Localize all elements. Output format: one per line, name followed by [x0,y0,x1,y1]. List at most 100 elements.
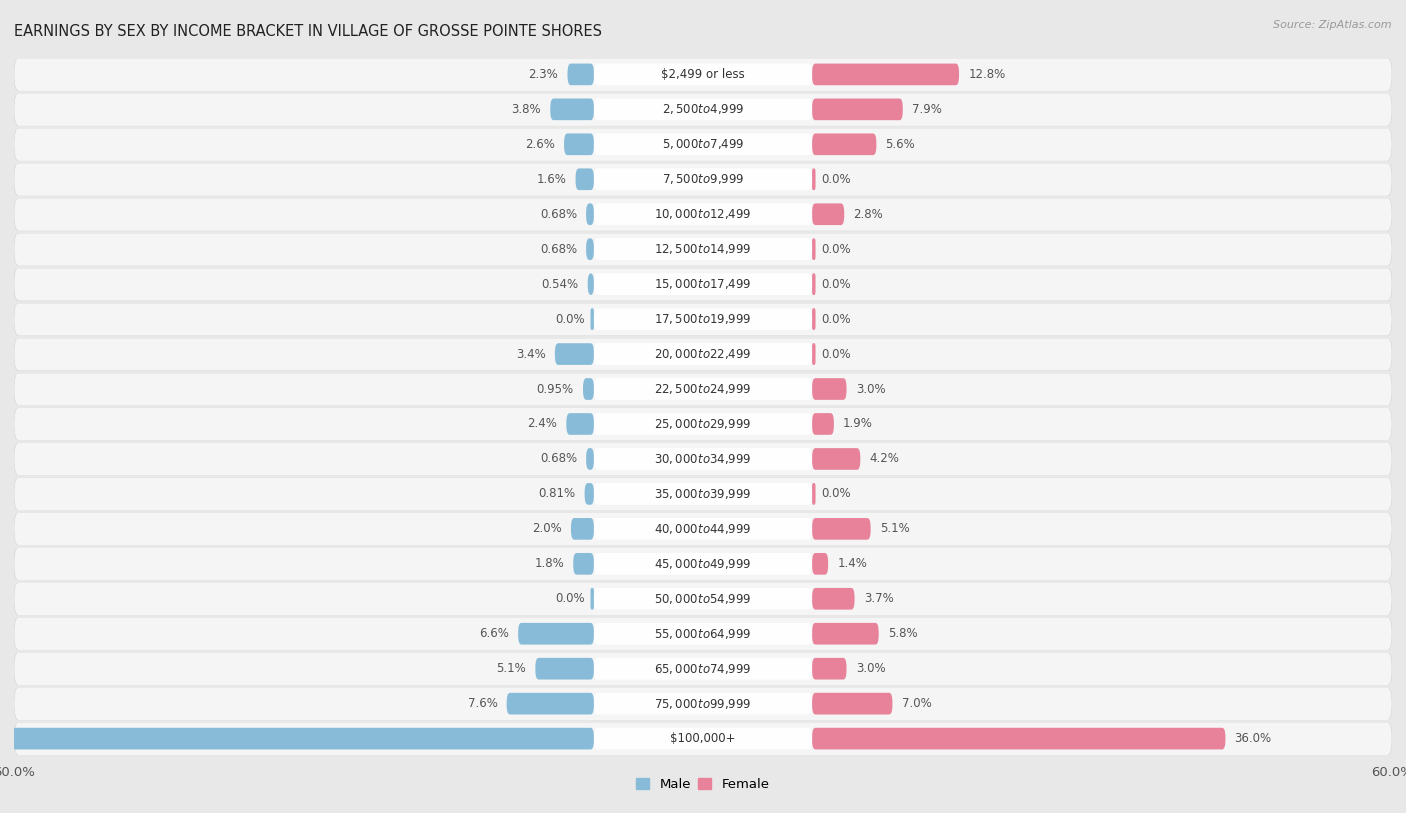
Text: 2.4%: 2.4% [527,418,557,430]
Text: 6.6%: 6.6% [479,628,509,640]
FancyBboxPatch shape [593,378,813,400]
FancyBboxPatch shape [593,483,813,505]
Text: 0.0%: 0.0% [821,313,851,325]
FancyBboxPatch shape [593,518,813,540]
Text: 0.81%: 0.81% [538,488,575,500]
Text: $75,000 to $99,999: $75,000 to $99,999 [654,697,752,711]
FancyBboxPatch shape [593,343,813,365]
FancyBboxPatch shape [813,98,903,120]
Text: $10,000 to $12,499: $10,000 to $12,499 [654,207,752,221]
Text: 1.9%: 1.9% [844,418,873,430]
Text: $22,500 to $24,999: $22,500 to $24,999 [654,382,752,396]
FancyBboxPatch shape [588,273,593,295]
Text: $35,000 to $39,999: $35,000 to $39,999 [654,487,752,501]
FancyBboxPatch shape [813,308,815,330]
FancyBboxPatch shape [813,518,870,540]
Text: $2,500 to $4,999: $2,500 to $4,999 [662,102,744,116]
Text: 0.0%: 0.0% [821,173,851,185]
Text: 7.6%: 7.6% [468,698,498,710]
Text: 7.0%: 7.0% [901,698,931,710]
Text: $45,000 to $49,999: $45,000 to $49,999 [654,557,752,571]
FancyBboxPatch shape [14,687,1392,720]
FancyBboxPatch shape [14,442,1392,476]
Text: 0.0%: 0.0% [555,593,585,605]
FancyBboxPatch shape [14,198,1392,231]
FancyBboxPatch shape [593,588,813,610]
FancyBboxPatch shape [593,658,813,680]
FancyBboxPatch shape [813,63,959,85]
Text: $100,000+: $100,000+ [671,733,735,745]
FancyBboxPatch shape [593,623,813,645]
FancyBboxPatch shape [813,378,846,400]
Text: 5.8%: 5.8% [887,628,918,640]
FancyBboxPatch shape [585,483,593,505]
Text: $40,000 to $44,999: $40,000 to $44,999 [654,522,752,536]
FancyBboxPatch shape [593,448,813,470]
FancyBboxPatch shape [813,273,815,295]
FancyBboxPatch shape [14,547,1392,580]
Text: 0.68%: 0.68% [540,453,576,465]
Text: $65,000 to $74,999: $65,000 to $74,999 [654,662,752,676]
FancyBboxPatch shape [550,98,593,120]
FancyBboxPatch shape [813,658,846,680]
FancyBboxPatch shape [593,203,813,225]
Text: 3.4%: 3.4% [516,348,546,360]
FancyBboxPatch shape [555,343,593,365]
Text: 0.68%: 0.68% [540,243,576,255]
FancyBboxPatch shape [574,553,593,575]
Text: 0.68%: 0.68% [540,208,576,220]
Text: $7,500 to $9,999: $7,500 to $9,999 [662,172,744,186]
FancyBboxPatch shape [591,588,593,610]
FancyBboxPatch shape [568,63,593,85]
FancyBboxPatch shape [593,728,813,750]
FancyBboxPatch shape [14,512,1392,546]
Text: 1.4%: 1.4% [838,558,868,570]
Text: 7.9%: 7.9% [912,103,942,115]
FancyBboxPatch shape [593,168,813,190]
Text: 5.1%: 5.1% [496,663,526,675]
Text: $15,000 to $17,499: $15,000 to $17,499 [654,277,752,291]
FancyBboxPatch shape [813,343,815,365]
FancyBboxPatch shape [813,413,834,435]
Text: 3.0%: 3.0% [856,663,886,675]
FancyBboxPatch shape [813,693,893,715]
Text: 0.0%: 0.0% [555,313,585,325]
FancyBboxPatch shape [14,302,1392,336]
FancyBboxPatch shape [0,728,593,750]
FancyBboxPatch shape [813,168,815,190]
Text: $5,000 to $7,499: $5,000 to $7,499 [662,137,744,151]
FancyBboxPatch shape [519,623,593,645]
FancyBboxPatch shape [14,233,1392,266]
FancyBboxPatch shape [14,652,1392,685]
FancyBboxPatch shape [813,133,876,155]
FancyBboxPatch shape [567,413,593,435]
FancyBboxPatch shape [14,163,1392,196]
FancyBboxPatch shape [14,722,1392,755]
Text: 4.2%: 4.2% [869,453,900,465]
FancyBboxPatch shape [14,93,1392,126]
FancyBboxPatch shape [813,623,879,645]
FancyBboxPatch shape [813,448,860,470]
FancyBboxPatch shape [813,483,815,505]
FancyBboxPatch shape [593,553,813,575]
FancyBboxPatch shape [593,693,813,715]
Text: 3.8%: 3.8% [512,103,541,115]
Text: 0.0%: 0.0% [821,243,851,255]
Text: 5.6%: 5.6% [886,138,915,150]
FancyBboxPatch shape [575,168,593,190]
FancyBboxPatch shape [536,658,593,680]
FancyBboxPatch shape [593,308,813,330]
Text: 2.3%: 2.3% [529,68,558,80]
Text: $17,500 to $19,999: $17,500 to $19,999 [654,312,752,326]
Text: $25,000 to $29,999: $25,000 to $29,999 [654,417,752,431]
Text: 5.1%: 5.1% [880,523,910,535]
FancyBboxPatch shape [813,588,855,610]
Text: 2.0%: 2.0% [531,523,562,535]
FancyBboxPatch shape [14,337,1392,371]
Text: Source: ZipAtlas.com: Source: ZipAtlas.com [1274,20,1392,30]
Text: $50,000 to $54,999: $50,000 to $54,999 [654,592,752,606]
FancyBboxPatch shape [593,273,813,295]
FancyBboxPatch shape [571,518,593,540]
Text: 0.0%: 0.0% [821,348,851,360]
Text: 0.54%: 0.54% [541,278,578,290]
